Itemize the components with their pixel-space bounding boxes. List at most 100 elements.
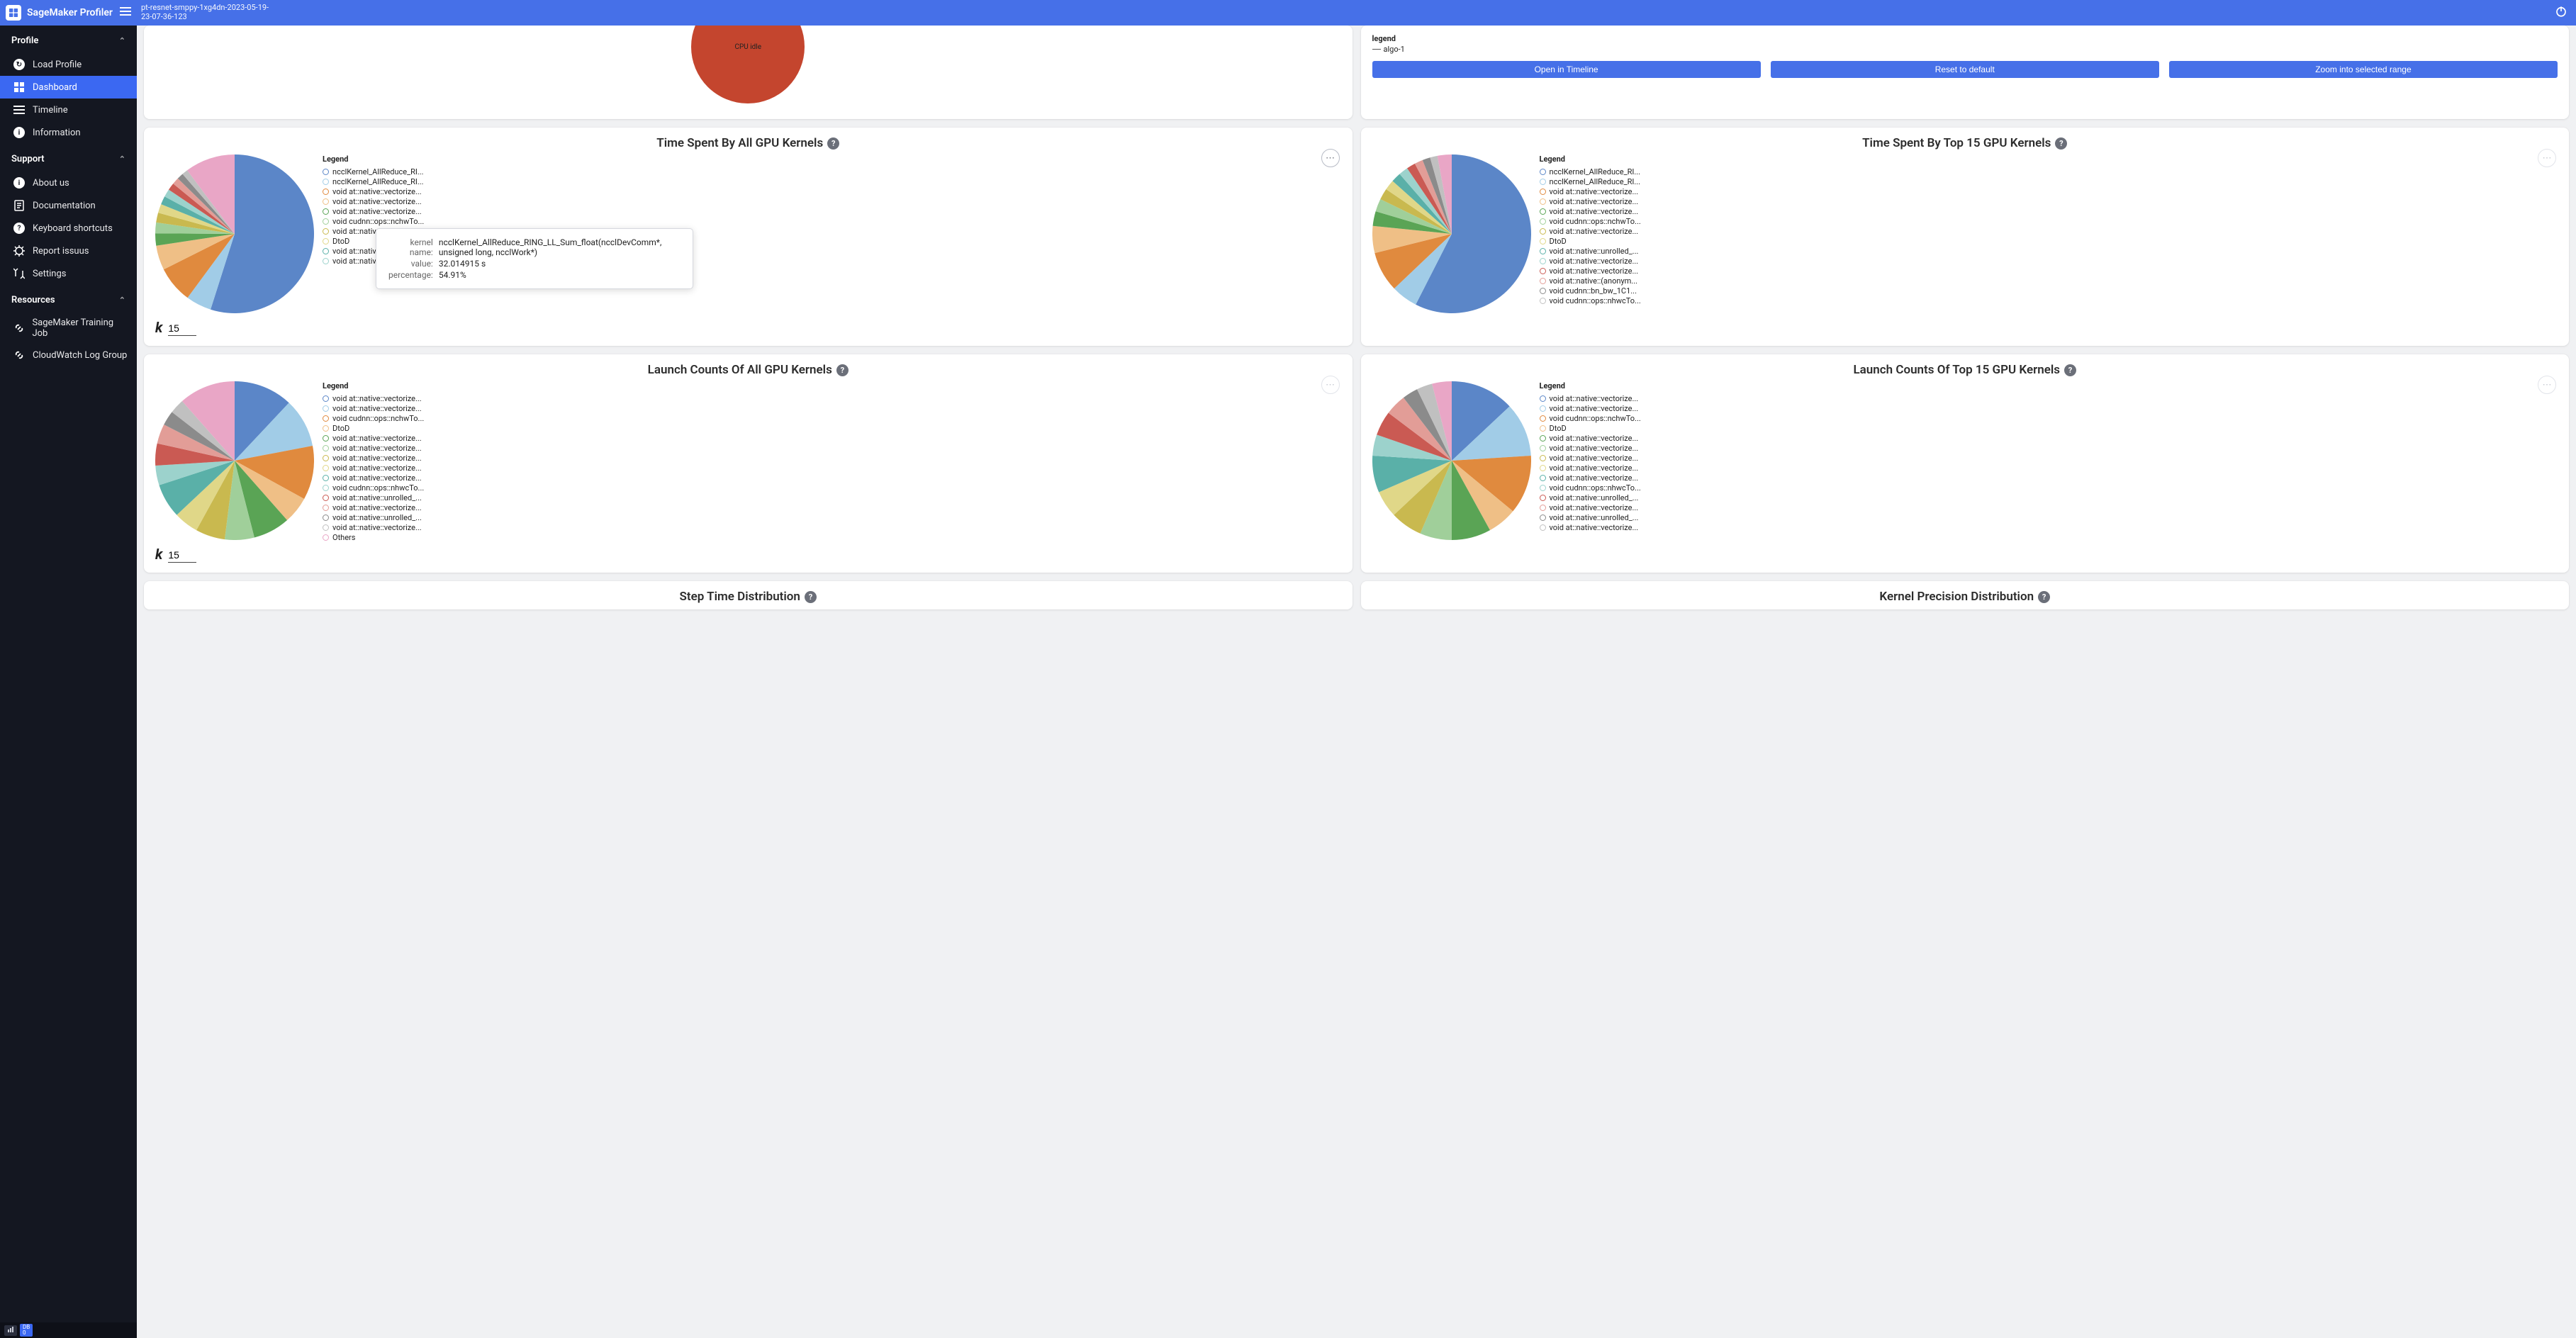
sidebar-item-documentation[interactable]: Documentation	[0, 194, 137, 217]
legend-item[interactable]: void at::native::vectorize...	[323, 196, 1341, 206]
legend-item[interactable]: void at::native::vectorize...	[323, 393, 1341, 403]
legend-item[interactable]: ncclKernel_AllReduce_RI...	[1540, 176, 2558, 186]
sidebar-item-about-us[interactable]: iAbout us	[0, 172, 137, 194]
sidebar-item-load-profile[interactable]: ↻Load Profile	[0, 53, 137, 76]
sidebar-item-sagemaker-training-job[interactable]: SageMaker Training Job	[0, 313, 137, 344]
legend-bullet-icon	[1540, 238, 1546, 244]
legend-item[interactable]: void at::native::vectorize...	[1540, 502, 2558, 512]
legend-item[interactable]: void at::native::vectorize...	[1540, 453, 2558, 463]
legend-item-label: Others	[332, 533, 355, 542]
legend-item[interactable]: void at::native::vectorize...	[323, 186, 1341, 196]
k-input[interactable]	[168, 548, 196, 563]
legend-title: Legend	[323, 154, 1341, 164]
help-icon[interactable]: ?	[2064, 364, 2076, 376]
legend-bullet-icon	[1540, 198, 1546, 205]
more-icon[interactable]: ⋯	[1321, 149, 1340, 167]
ts-legend-title: legend	[1372, 34, 2558, 43]
legend-item[interactable]: void at::native::vectorize...	[1540, 256, 2558, 266]
legend-bullet-icon	[1540, 395, 1546, 402]
legend-item[interactable]: void at::native::vectorize...	[1540, 473, 2558, 483]
legend-item[interactable]: void at::native::vectorize...	[1540, 522, 2558, 532]
legend-item-label: void at::native::vectorize...	[332, 434, 422, 443]
pie-chart[interactable]	[1372, 154, 1531, 316]
legend-item[interactable]: DtoD	[1540, 236, 2558, 246]
legend-item[interactable]: void cudnn::ops::nchwTo...	[1540, 413, 2558, 423]
zoom-selected-range-button[interactable]: Zoom into selected range	[2169, 61, 2558, 78]
sidebar-item-information[interactable]: iInformation	[0, 121, 137, 144]
k-label: k	[155, 546, 162, 563]
legend-item[interactable]: void at::native::vectorize...	[1540, 403, 2558, 413]
legend-item[interactable]: void at::native::unrolled_...	[323, 512, 1341, 522]
legend-item[interactable]: void at::native::vectorize...	[323, 443, 1341, 453]
legend-item[interactable]: void at::native::vectorize...	[323, 473, 1341, 483]
legend-item[interactable]: void at::native::vectorize...	[323, 433, 1341, 443]
reset-to-default-button[interactable]: Reset to default	[1771, 61, 2159, 78]
legend-item[interactable]: void at::native::vectorize...	[1540, 463, 2558, 473]
sidebar-section-profile[interactable]: Profile ⌃	[0, 26, 137, 53]
pie-chart[interactable]	[155, 381, 314, 543]
sidebar-item-dashboard[interactable]: Dashboard	[0, 76, 137, 99]
help-icon[interactable]: ?	[2038, 591, 2050, 603]
k-input[interactable]	[168, 321, 196, 336]
power-icon[interactable]	[2552, 2, 2570, 23]
legend-item[interactable]: ncclKernel_AllReduce_RI...	[323, 167, 1341, 176]
legend-item[interactable]: ncclKernel_AllReduce_RI...	[1540, 167, 2558, 176]
legend-item[interactable]: void at::native::vectorize...	[1540, 266, 2558, 276]
legend-item[interactable]: void cudnn::ops::nhwcTo...	[323, 483, 1341, 493]
legend-item-label: void at::native::vectorize...	[332, 404, 422, 413]
legend-item[interactable]: void cudnn::ops::nchwTo...	[323, 216, 1341, 226]
legend-item[interactable]: void at::native::unrolled_...	[1540, 246, 2558, 256]
legend-item[interactable]: void at::native::unrolled_...	[323, 493, 1341, 502]
sidebar-item-cloudwatch-log-group[interactable]: CloudWatch Log Group	[0, 344, 137, 366]
legend-item[interactable]: ncclKernel_AllReduce_RI...	[323, 176, 1341, 186]
legend-item[interactable]: void at::native::vectorize...	[323, 522, 1341, 532]
sidebar-item-settings[interactable]: Settings	[0, 262, 137, 285]
footer-badge-1[interactable]	[4, 1325, 17, 1336]
sidebar-section-resources[interactable]: Resources ⌃	[0, 285, 137, 313]
legend-item[interactable]: void at::native::vectorize...	[1540, 206, 2558, 216]
more-icon[interactable]: ⋯	[2538, 149, 2556, 167]
footer-badge-db[interactable]: DB0	[20, 1324, 33, 1337]
sidebar-section-support[interactable]: Support ⌃	[0, 144, 137, 172]
legend-item[interactable]: void cudnn::ops::nhwcTo...	[1540, 483, 2558, 493]
legend-item[interactable]: void cudnn::ops::nchwTo...	[1540, 216, 2558, 226]
legend-item[interactable]: void at::native::(anonym...	[1540, 276, 2558, 286]
legend-item[interactable]: void at::native::vectorize...	[323, 403, 1341, 413]
legend-item[interactable]: void at::native::vectorize...	[323, 206, 1341, 216]
legend-item[interactable]: void at::native::vectorize...	[1540, 443, 2558, 453]
legend-item[interactable]: DtoD	[1540, 423, 2558, 433]
sidebar-item-report-issuus[interactable]: Report issuus	[0, 240, 137, 262]
pie-chart[interactable]	[1372, 381, 1531, 543]
legend-item[interactable]: void cudnn::ops::nchwTo...	[323, 413, 1341, 423]
legend-item[interactable]: void at::native::vectorize...	[323, 453, 1341, 463]
help-icon[interactable]: ?	[805, 591, 817, 603]
more-icon[interactable]: ⋯	[1321, 376, 1340, 394]
legend-item[interactable]: DtoD	[323, 423, 1341, 433]
legend-item[interactable]: void cudnn::bn_bw_1C1...	[1540, 286, 2558, 296]
help-icon[interactable]: ?	[2055, 137, 2067, 150]
menu-toggle-icon[interactable]	[120, 6, 131, 19]
open-in-timeline-button[interactable]: Open in Timeline	[1372, 61, 1761, 78]
legend-item[interactable]: void cudnn::ops::nhwcTo...	[1540, 296, 2558, 305]
help-icon[interactable]: ?	[827, 137, 839, 150]
legend-item[interactable]: Others	[323, 532, 1341, 542]
legend-item[interactable]: void at::native::vectorize...	[1540, 226, 2558, 236]
legend-item[interactable]: void at::native::vectorize...	[1540, 186, 2558, 196]
legend-bullet-icon	[323, 425, 329, 432]
legend-item-label: void at::native::unrolled_...	[1550, 247, 1639, 256]
legend-item[interactable]: void at::native::vectorize...	[323, 463, 1341, 473]
pie-chart[interactable]	[155, 154, 314, 316]
help-icon[interactable]: ?	[836, 364, 849, 376]
legend-item[interactable]: void at::native::vectorize...	[1540, 433, 2558, 443]
legend-item[interactable]: void at::native::unrolled_...	[1540, 493, 2558, 502]
legend-bullet-icon	[323, 228, 329, 235]
legend-item[interactable]: void at::native::vectorize...	[323, 502, 1341, 512]
legend-item[interactable]: void at::native::unrolled_...	[1540, 512, 2558, 522]
legend-item[interactable]: void at::native::vectorize...	[1540, 393, 2558, 403]
legend-item[interactable]: void at::native::vectorize...	[1540, 196, 2558, 206]
more-icon[interactable]: ⋯	[2538, 376, 2556, 394]
sidebar-item-timeline[interactable]: Timeline	[0, 99, 137, 121]
main-content[interactable]: CPU idle legend algo-1 Open in Timeline …	[137, 26, 2576, 1338]
sidebar-item-keyboard-shortcuts[interactable]: ?Keyboard shortcuts	[0, 217, 137, 240]
tooltip-pct-label: percentage:	[388, 270, 437, 280]
